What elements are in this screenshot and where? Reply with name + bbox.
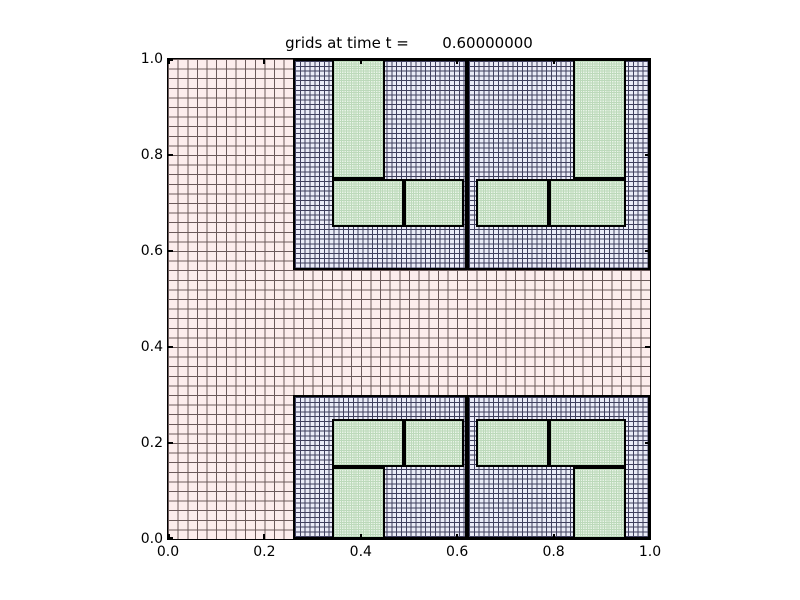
y-tick-mark (645, 442, 650, 444)
x-tick-label: 0.6 (446, 544, 469, 560)
grid-patch-level3 (331, 467, 385, 539)
x-tick-mark (359, 59, 362, 64)
y-tick-label: 0.6 (140, 243, 163, 259)
x-tick-mark (263, 59, 266, 64)
y-tick-label: 0.2 (140, 435, 163, 451)
y-tick-mark (645, 250, 650, 252)
y-tick-mark (168, 154, 173, 156)
grid-patch-level3 (476, 419, 549, 467)
y-tick-mark (168, 537, 173, 539)
plot-area (167, 58, 651, 540)
y-tick-label: 0.0 (140, 531, 163, 547)
y-tick-mark (645, 59, 650, 61)
x-tick-mark (648, 534, 650, 539)
x-tick-label: 0.2 (253, 544, 276, 560)
x-tick-mark (552, 534, 555, 539)
x-tick-label: 0.8 (542, 544, 565, 560)
grid-patch-level3 (331, 419, 405, 467)
x-tick-label: 1.0 (638, 544, 662, 560)
y-tick-label: 0.8 (140, 147, 163, 163)
x-tick-label: 0.4 (349, 544, 372, 560)
y-tick-mark (645, 537, 650, 539)
grid-patch-level3 (572, 59, 626, 179)
x-tick-mark (456, 534, 459, 539)
plot-title: grids at time t = 0.60000000 (285, 34, 533, 52)
y-tick-label: 0.4 (140, 339, 163, 355)
y-tick-mark (168, 250, 173, 252)
grid-patch-level3 (548, 419, 626, 467)
x-tick-mark (456, 59, 459, 64)
y-tick-label: 1.0 (140, 51, 163, 67)
grid-patch-level3 (476, 179, 549, 227)
x-tick-mark (648, 59, 650, 64)
y-tick-mark (645, 154, 650, 156)
x-tick-mark (168, 534, 170, 539)
grid-patch-level3 (331, 179, 405, 227)
y-tick-mark (168, 59, 173, 61)
x-tick-mark (359, 534, 362, 539)
grid-patch-level3 (404, 179, 465, 227)
y-tick-mark (168, 442, 173, 444)
grid-patch-level3 (404, 419, 465, 467)
y-tick-mark (645, 346, 650, 348)
x-tick-label: 0.0 (156, 544, 180, 560)
x-tick-mark (263, 534, 266, 539)
grid-patch-level3 (331, 59, 385, 179)
x-tick-mark (552, 59, 555, 64)
x-tick-mark (168, 59, 170, 64)
grid-patch-level3 (572, 467, 626, 539)
grid-patch-level3 (548, 179, 626, 227)
y-tick-mark (168, 346, 173, 348)
